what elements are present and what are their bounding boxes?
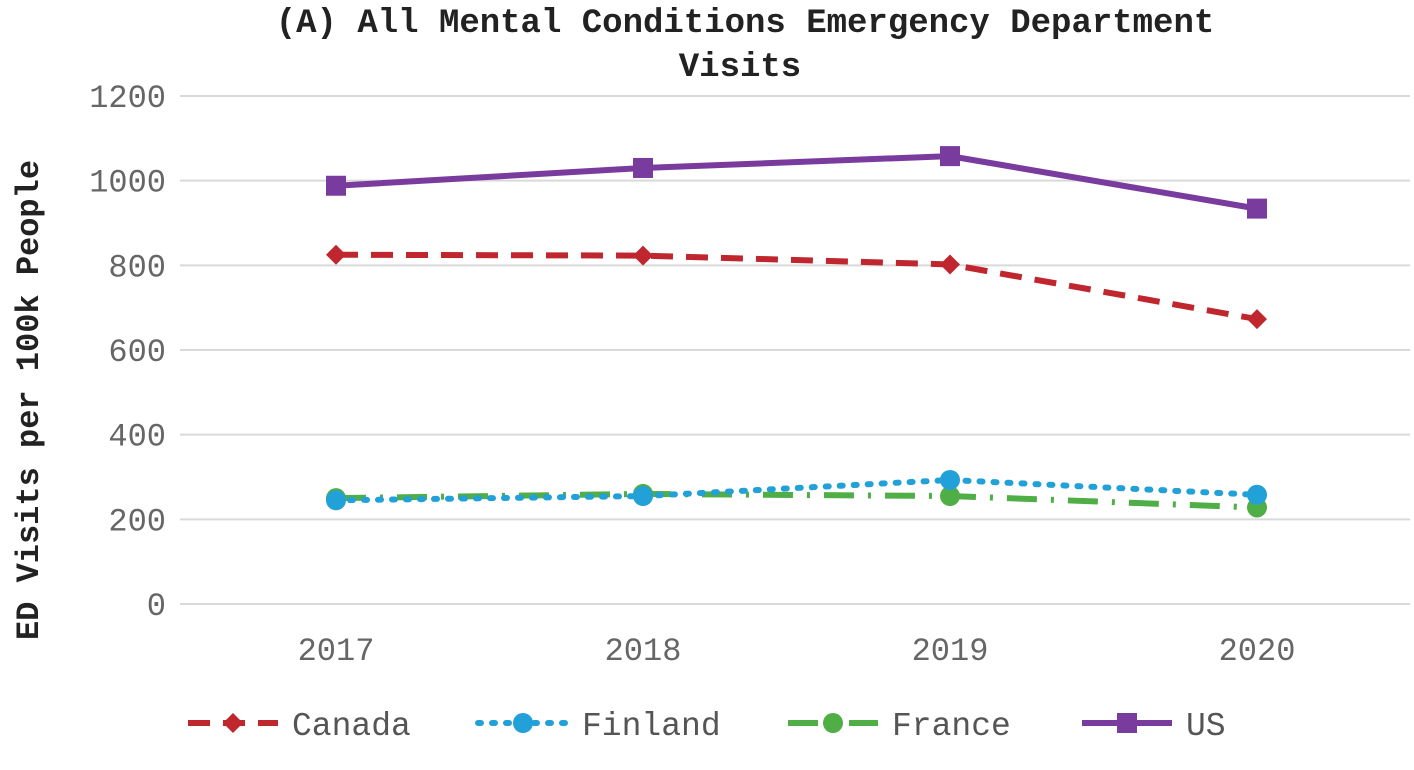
- y-tick-label: 200: [108, 503, 166, 540]
- legend: Canada Finland France US: [188, 708, 1226, 745]
- y-tick-label: 1000: [89, 165, 166, 202]
- x-axis-ticks: 2017 2018 2019 2020: [298, 633, 1296, 670]
- data-point-us: [326, 175, 346, 196]
- data-point-us: [633, 157, 653, 178]
- data-point-us: [1247, 198, 1267, 219]
- chart-title-line1: (A) All Mental Conditions Emergency Depa…: [276, 5, 1215, 43]
- data-point-finland: [326, 490, 346, 511]
- legend-item-finland: Finland: [475, 708, 721, 745]
- data-point-us: [940, 146, 960, 167]
- legend-label-finland: Finland: [582, 708, 721, 745]
- legend-marker-us: [1117, 713, 1137, 733]
- legend-item-france: France: [788, 708, 1011, 745]
- y-axis-ticks: 0 200 400 600 800 1000 1200: [89, 80, 166, 625]
- series-line-canada: [335, 251, 1258, 323]
- series-us: [326, 146, 1267, 219]
- legend-label-france: France: [892, 708, 1011, 745]
- legend-label-us: US: [1186, 708, 1226, 745]
- data-point-finland: [1247, 484, 1267, 505]
- y-tick-label: 600: [108, 334, 166, 371]
- x-tick-label: 2020: [1219, 633, 1296, 670]
- y-tick-label: 800: [108, 249, 166, 286]
- legend-marker-france: [823, 713, 843, 733]
- y-tick-label: 1200: [89, 80, 166, 117]
- data-point-finland: [940, 469, 960, 490]
- y-tick-label: 400: [108, 419, 166, 456]
- series-finland: [326, 469, 1267, 511]
- series-canada: [326, 244, 1267, 330]
- x-tick-label: 2017: [298, 633, 375, 670]
- legend-marker-finland: [513, 713, 533, 733]
- y-axis-label: ED Visits per 100k People: [11, 160, 48, 640]
- data-point-canada: [633, 245, 653, 266]
- gridlines: [180, 95, 1410, 605]
- data-point-canada: [940, 254, 960, 275]
- chart-title-line2: Visits: [679, 49, 801, 87]
- x-tick-label: 2018: [605, 633, 682, 670]
- legend-marker-canada: [223, 713, 243, 733]
- series-line-us: [335, 153, 1258, 212]
- series-line-finland: [333, 476, 1260, 504]
- x-tick-label: 2019: [912, 633, 989, 670]
- series-group: [326, 146, 1267, 518]
- legend-item-canada: Canada: [188, 708, 411, 745]
- data-point-finland: [633, 486, 653, 507]
- data-point-canada: [326, 244, 346, 265]
- legend-label-canada: Canada: [292, 708, 411, 745]
- y-tick-label: 0: [147, 588, 166, 625]
- legend-item-us: US: [1082, 708, 1226, 745]
- data-point-france: [940, 486, 960, 507]
- data-point-canada: [1247, 309, 1267, 330]
